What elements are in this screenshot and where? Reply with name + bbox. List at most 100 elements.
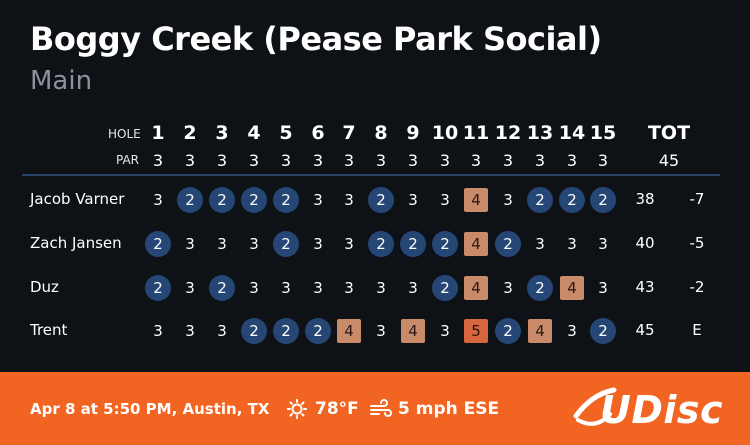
hole-par: 3 <box>470 151 482 170</box>
score-birdie: 2 <box>400 231 426 257</box>
score-par: 3 <box>567 235 577 253</box>
hole-par: 3 <box>152 151 164 170</box>
hole-par: 3 <box>280 151 292 170</box>
score-birdie: 2 <box>527 187 553 213</box>
score-par: 3 <box>408 279 418 297</box>
score-par: 3 <box>313 235 323 253</box>
score-birdie: 2 <box>145 275 171 301</box>
player-name: Trent <box>30 321 68 339</box>
total-header: TOT <box>647 122 691 144</box>
hole-par: 3 <box>184 151 196 170</box>
hole-number: 6 <box>311 122 325 144</box>
score-birdie: 2 <box>273 231 299 257</box>
player-relative-score: -5 <box>689 234 705 252</box>
score-bogey: 4 <box>464 232 488 256</box>
hole-number: 13 <box>526 122 554 144</box>
score-par: 3 <box>217 322 227 340</box>
hole-number: 15 <box>589 122 617 144</box>
udisc-logo-mark <box>573 387 617 426</box>
hole-par: 3 <box>502 151 514 170</box>
hole-par: 3 <box>597 151 609 170</box>
score-par: 3 <box>313 279 323 297</box>
hole-number: 14 <box>558 122 586 144</box>
score-par: 3 <box>313 191 323 209</box>
score-par: 3 <box>249 279 259 297</box>
score-birdie: 2 <box>432 231 458 257</box>
hole-par: 3 <box>566 151 578 170</box>
score-birdie: 2 <box>241 187 267 213</box>
hole-number: 7 <box>342 122 356 144</box>
score-par: 3 <box>598 279 608 297</box>
hole-number: 8 <box>374 122 388 144</box>
score-birdie: 2 <box>495 318 521 344</box>
score-bogey: 4 <box>464 188 488 212</box>
score-par: 3 <box>535 235 545 253</box>
hole-par: 3 <box>534 151 546 170</box>
total-par: 45 <box>658 151 680 170</box>
udisc-wordmark: UDisc <box>600 388 724 432</box>
header-divider <box>22 174 720 176</box>
score-birdie: 2 <box>368 187 394 213</box>
score-par: 3 <box>598 235 608 253</box>
hole-par: 3 <box>375 151 387 170</box>
score-birdie: 2 <box>432 275 458 301</box>
hole-number: 4 <box>247 122 261 144</box>
score-par: 3 <box>185 235 195 253</box>
score-birdie: 2 <box>590 187 616 213</box>
hole-number: 2 <box>183 122 197 144</box>
par-label: PAR <box>116 153 140 167</box>
score-birdie: 2 <box>590 318 616 344</box>
layout-name: Main <box>30 66 93 96</box>
score-bogey: 4 <box>464 276 488 300</box>
score-bogey: 4 <box>560 276 584 300</box>
player-relative-score: E <box>692 321 702 339</box>
score-par: 3 <box>376 322 386 340</box>
score-par: 3 <box>217 235 227 253</box>
hole-label: HOLE <box>108 127 141 141</box>
score-par: 3 <box>185 279 195 297</box>
hole-par: 3 <box>439 151 451 170</box>
score-birdie: 2 <box>177 187 203 213</box>
hole-par: 3 <box>312 151 324 170</box>
score-birdie: 2 <box>305 318 331 344</box>
score-par: 3 <box>440 322 450 340</box>
score-par: 3 <box>344 235 354 253</box>
wind-icon <box>370 399 392 417</box>
course-title: Boggy Creek (Pease Park Social) <box>30 20 602 58</box>
player-total: 40 <box>635 234 655 252</box>
hole-par: 3 <box>248 151 260 170</box>
score-par: 3 <box>408 191 418 209</box>
score-birdie: 2 <box>527 275 553 301</box>
hole-number: 3 <box>215 122 229 144</box>
score-par: 3 <box>376 279 386 297</box>
score-double-bogey: 5 <box>464 319 488 343</box>
footer-bar: Apr 8 at 5:50 PM, Austin, TX 78°F 5 mph … <box>0 372 750 445</box>
udisc-logo: UDisc <box>570 386 724 436</box>
score-birdie: 2 <box>273 187 299 213</box>
score-par: 3 <box>153 322 163 340</box>
score-par: 3 <box>281 279 291 297</box>
score-birdie: 2 <box>273 318 299 344</box>
score-par: 3 <box>185 322 195 340</box>
hole-number: 9 <box>406 122 420 144</box>
score-par: 3 <box>249 235 259 253</box>
score-birdie: 2 <box>145 231 171 257</box>
player-total: 43 <box>635 278 655 296</box>
sun-icon <box>287 399 307 419</box>
hole-number: 11 <box>462 122 490 144</box>
player-total: 38 <box>635 190 655 208</box>
hole-par: 3 <box>407 151 419 170</box>
score-bogey: 4 <box>528 319 552 343</box>
wind: 5 mph ESE <box>398 399 500 419</box>
score-bogey: 4 <box>401 319 425 343</box>
score-birdie: 2 <box>559 187 585 213</box>
player-name: Duz <box>30 278 59 296</box>
hole-par: 3 <box>216 151 228 170</box>
score-bogey: 4 <box>337 319 361 343</box>
score-birdie: 2 <box>368 231 394 257</box>
score-birdie: 2 <box>209 187 235 213</box>
player-relative-score: -7 <box>689 190 705 208</box>
player-name: Jacob Varner <box>30 190 125 208</box>
score-birdie: 2 <box>495 231 521 257</box>
hole-number: 10 <box>431 122 459 144</box>
